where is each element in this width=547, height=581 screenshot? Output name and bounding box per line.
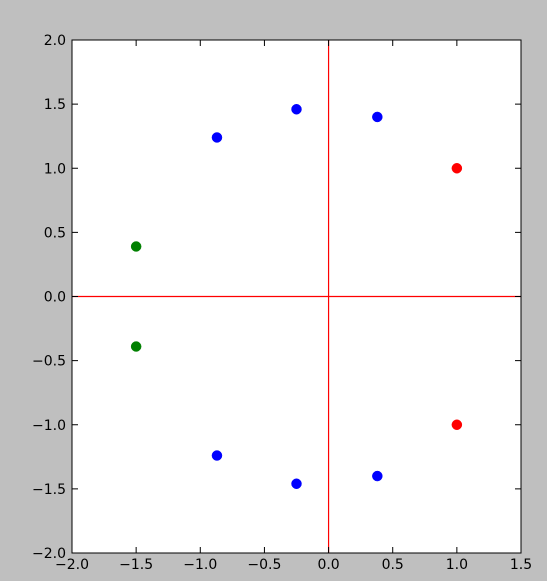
x-tick-label: 1.0	[446, 557, 468, 573]
data-point	[130, 241, 142, 252]
y-tick-label: 1.0	[44, 161, 66, 177]
x-tick-label: −1.0	[183, 557, 217, 573]
y-tick-label: 0.0	[44, 290, 66, 306]
x-tick-label: −1.5	[119, 557, 153, 573]
data-point	[291, 104, 302, 115]
data-point	[211, 450, 223, 461]
y-tick-label: 0.5	[44, 225, 66, 241]
data-point	[451, 419, 463, 430]
data-point	[130, 341, 142, 352]
y-tick-label: 2.0	[44, 33, 66, 49]
data-point	[372, 470, 383, 482]
x-tick-label: 0.5	[382, 557, 404, 573]
x-axis-tick-labels: −2.0 −1.5 −1.0 −0.5 0.0 0.5 1.0 1.5	[55, 557, 532, 573]
y-tick-label: −0.5	[32, 354, 66, 370]
reference-lines	[72, 40, 521, 553]
data-points	[130, 104, 463, 489]
plot-frame	[71, 39, 522, 554]
y-tick-label: −2.0	[32, 546, 66, 562]
x-tick-label: −2.0	[55, 557, 89, 573]
x-tick-label: 0.0	[317, 557, 339, 573]
data-point	[291, 478, 302, 489]
y-tick-label: −1.5	[32, 482, 66, 498]
data-point	[372, 111, 383, 123]
y-tick-label: −1.0	[32, 418, 66, 434]
data-point	[451, 163, 463, 174]
y-tick-label: 1.5	[44, 97, 66, 113]
x-tick-label: 1.5	[510, 557, 532, 573]
data-point	[211, 132, 223, 143]
y-axis-tick-labels: −2.0 −1.5 −1.0 −0.5 0.0 0.5 1.0 1.5 2.0	[32, 33, 66, 562]
x-tick-label: −0.5	[247, 557, 281, 573]
